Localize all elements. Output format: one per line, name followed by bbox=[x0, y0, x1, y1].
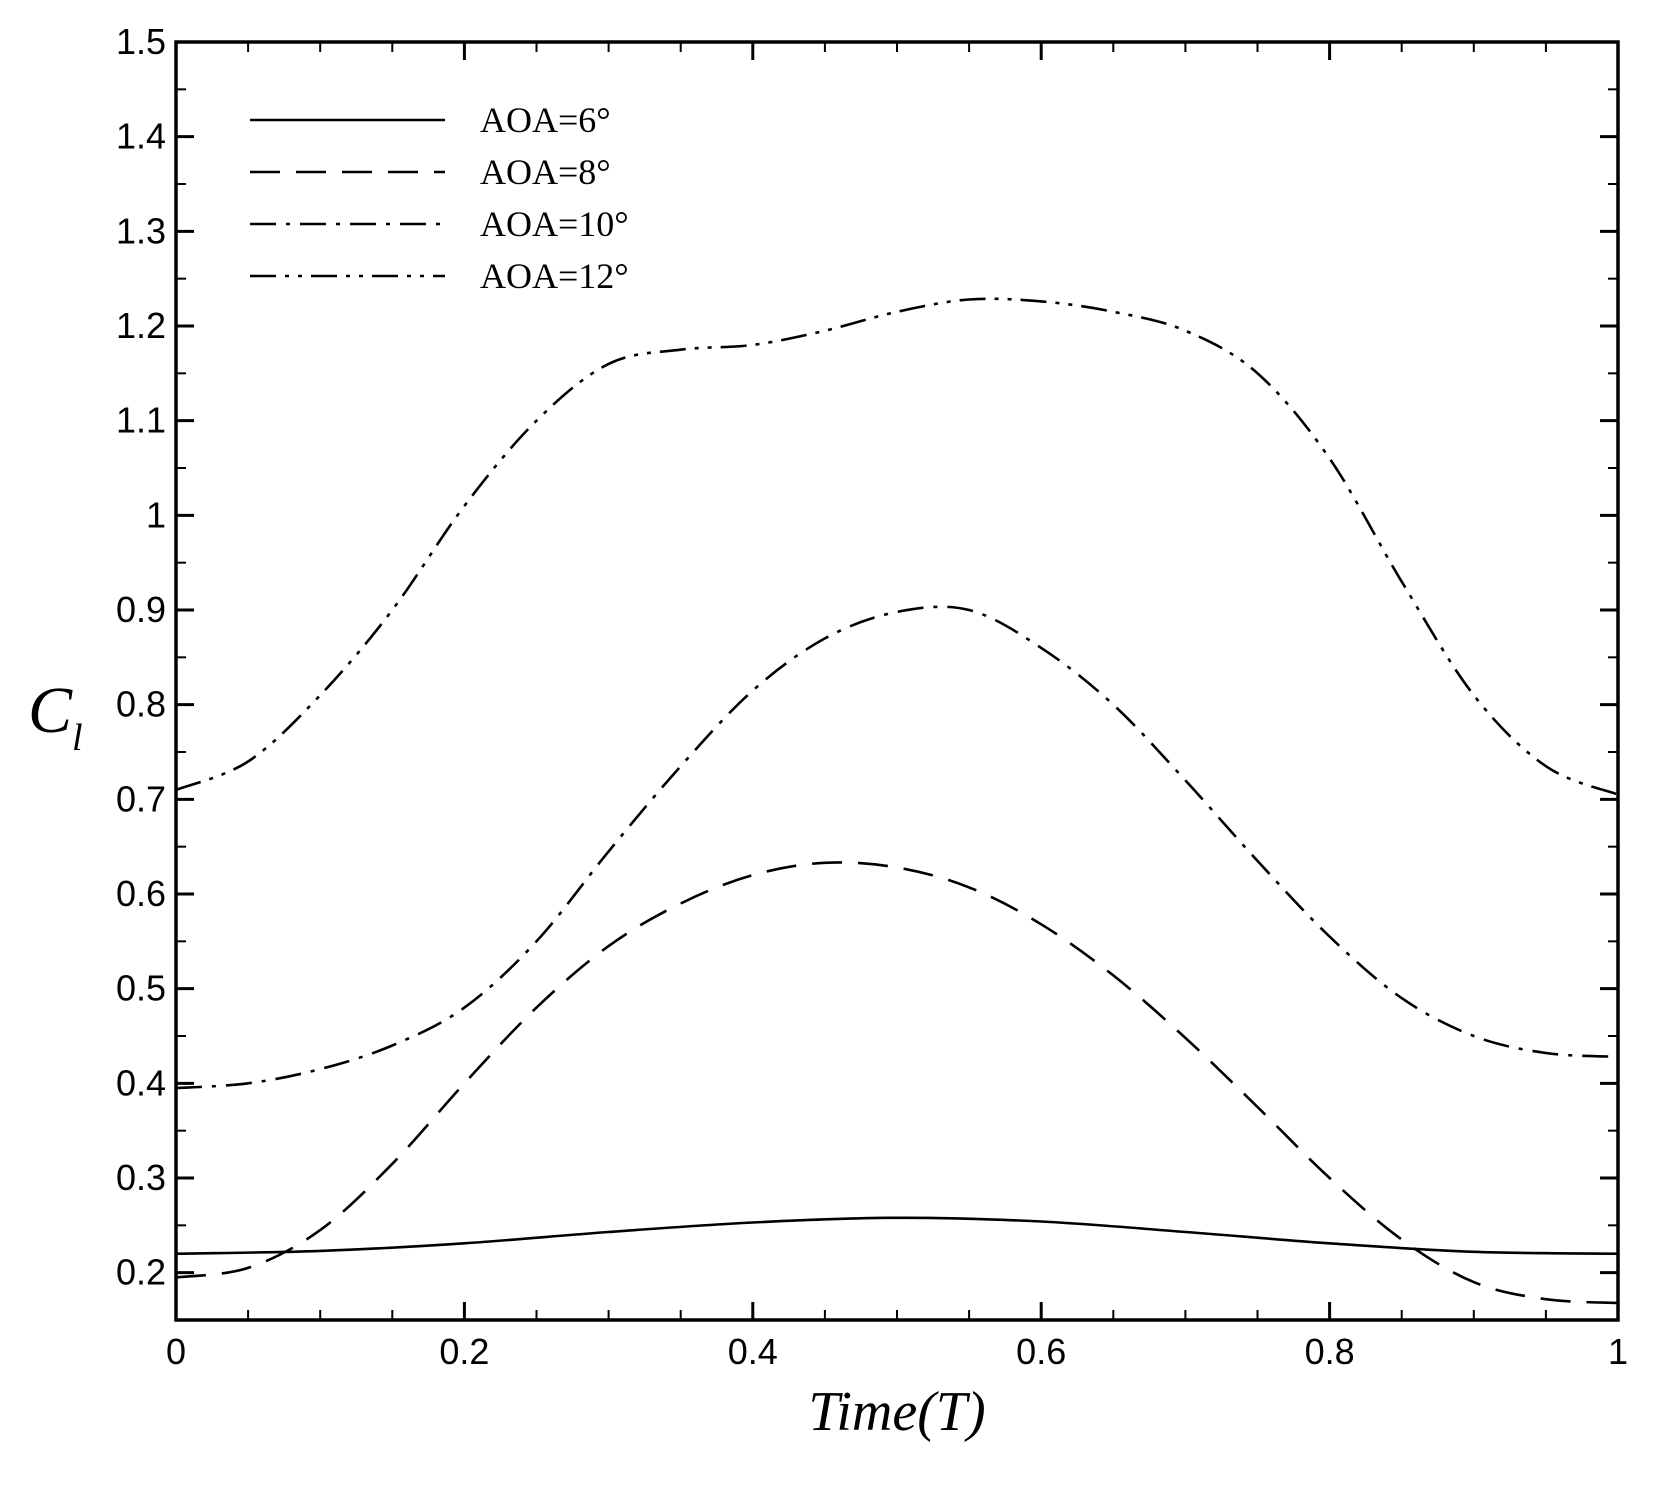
y-axis-title: Cl bbox=[28, 674, 83, 759]
y-tick-label: 0.4 bbox=[116, 1062, 166, 1103]
series-line-1 bbox=[176, 1216, 1618, 1255]
x-tick-label: 0 bbox=[166, 1331, 186, 1372]
y-tick-label: 0.2 bbox=[116, 1252, 166, 1293]
legend: AOA=6° AOA=8° AOA=10° AOA=12° bbox=[250, 100, 629, 296]
y-tick-label: 1.1 bbox=[116, 400, 166, 441]
x-tick-label: 0.8 bbox=[1305, 1331, 1355, 1372]
y-tick-label: 0.7 bbox=[116, 778, 166, 819]
y-tick-label: 1 bbox=[146, 494, 166, 535]
x-tick-label: 0.4 bbox=[728, 1331, 778, 1372]
y-tick-label: 0.5 bbox=[116, 968, 166, 1009]
y-axis-title-main: C bbox=[28, 674, 73, 747]
y-tick-label: 0.9 bbox=[116, 589, 166, 630]
series-line-4 bbox=[176, 297, 1618, 796]
x-tick-label: 1 bbox=[1608, 1331, 1628, 1372]
series-layer bbox=[176, 297, 1618, 1305]
series-line-3 bbox=[176, 605, 1618, 1090]
x-tick-label: 0.2 bbox=[439, 1331, 489, 1372]
plot-frame bbox=[174, 40, 1620, 1322]
legend-label-1: AOA=6° bbox=[480, 100, 611, 140]
y-tick-label: 0.6 bbox=[116, 873, 166, 914]
y-tick-label: 1.5 bbox=[116, 21, 166, 62]
legend-label-3: AOA=10° bbox=[480, 204, 629, 244]
series-line-2 bbox=[176, 861, 1618, 1305]
y-axis-title-subscript: l bbox=[72, 717, 83, 759]
y-tick-label: 1.2 bbox=[116, 305, 166, 346]
legend-label-2: AOA=8° bbox=[480, 152, 611, 192]
x-tick-label: 0.6 bbox=[1016, 1331, 1066, 1372]
y-tick-label: 0.3 bbox=[116, 1157, 166, 1198]
y-tick-label: 1.3 bbox=[116, 210, 166, 251]
x-axis-title: Time(T) bbox=[808, 1381, 985, 1443]
y-tick-label: 0.8 bbox=[116, 684, 166, 725]
legend-label-4: AOA=12° bbox=[480, 256, 629, 296]
y-tick-label: 1.4 bbox=[116, 116, 166, 157]
